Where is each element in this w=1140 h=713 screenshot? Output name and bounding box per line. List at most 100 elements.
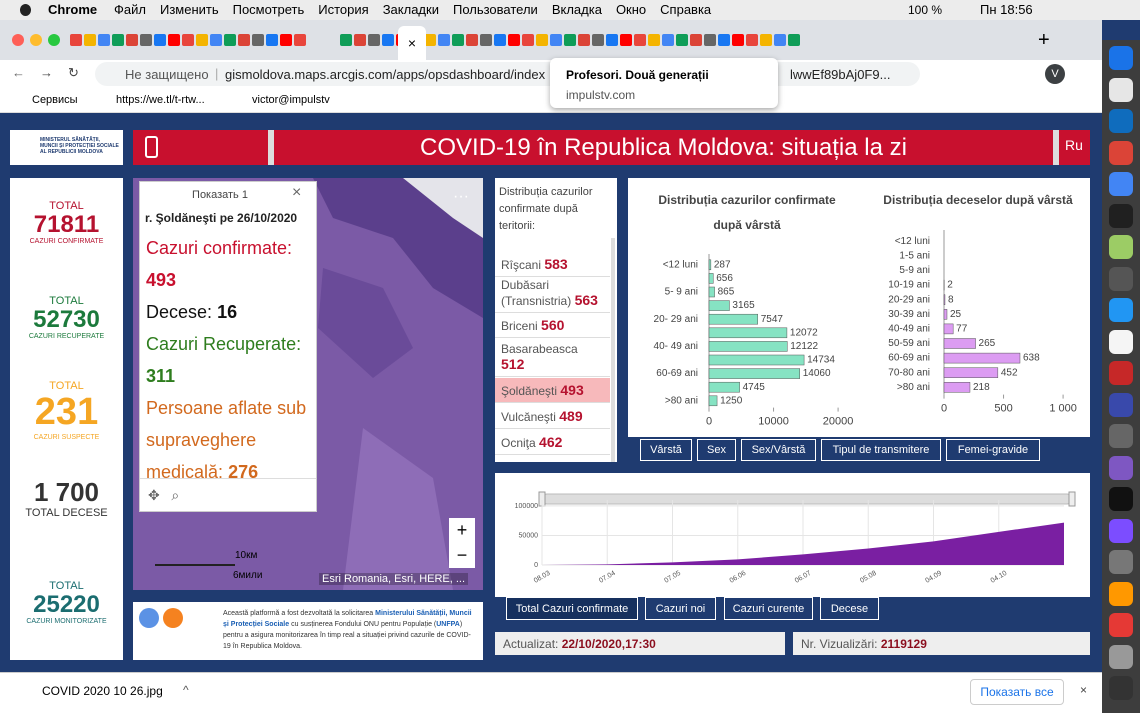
show-all[interactable]: Показать все [970, 679, 1064, 705]
tab-button[interactable]: Tipul de transmitere [821, 439, 941, 461]
menu-item[interactable]: Окно [615, 2, 647, 17]
tab-button[interactable]: Femei-gravide [946, 439, 1040, 461]
tab-button[interactable]: Total Cazuri confirmate [506, 597, 638, 620]
new-tab[interactable]: + [1038, 29, 1050, 51]
dock-icon[interactable] [1109, 550, 1133, 574]
tab-icon[interactable] [690, 34, 702, 46]
tab-icon[interactable] [210, 34, 222, 46]
tab-icon[interactable] [774, 34, 786, 46]
tab-icon[interactable] [760, 34, 772, 46]
bookmark[interactable]: https://we.tl/t-rtw... [116, 94, 205, 106]
tab-icon[interactable] [266, 34, 278, 46]
download-menu[interactable]: ^ [183, 683, 189, 697]
dock-icon[interactable] [1109, 581, 1133, 606]
tab-icon[interactable] [578, 34, 590, 46]
tab-icon[interactable] [704, 34, 716, 46]
forward[interactable]: → [40, 65, 53, 80]
tab-button[interactable]: Cazuri curente [724, 597, 813, 620]
menu-item[interactable]: Закладки [382, 2, 439, 17]
tab-icon[interactable] [480, 34, 492, 46]
dock-icon[interactable] [1109, 109, 1133, 133]
menu-item[interactable]: Вкладка [551, 2, 602, 17]
tab-button[interactable]: Cazuri noi [645, 597, 716, 620]
tab-icon[interactable] [112, 34, 124, 46]
dock-icon[interactable] [1109, 266, 1133, 291]
menu-item[interactable]: Изменить [159, 2, 219, 17]
dock-icon[interactable] [1109, 298, 1133, 322]
territory-row[interactable]: Rîşcani 583 [495, 252, 610, 277]
profile[interactable]: V [1045, 64, 1065, 84]
tab-icon[interactable] [634, 34, 646, 46]
scrollbar[interactable] [611, 238, 615, 462]
tab-icon[interactable] [718, 34, 730, 46]
tab-button[interactable]: Sex/Vârstă [741, 439, 816, 461]
tab-icon[interactable] [564, 34, 576, 46]
dock-icon[interactable] [1109, 676, 1133, 700]
tab-icon[interactable] [182, 34, 194, 46]
menu-item[interactable]: Справка [660, 2, 712, 17]
reload[interactable]: ↻ [68, 65, 79, 80]
close-window[interactable] [12, 34, 24, 46]
bookmark[interactable]: Сервисы [32, 94, 78, 106]
tab-icon[interactable] [238, 34, 250, 46]
tab-icon[interactable] [466, 34, 478, 46]
tab-icon[interactable] [788, 34, 800, 46]
tab-icon[interactable] [452, 34, 464, 46]
tab-icon[interactable] [140, 34, 152, 46]
menu-item[interactable]: Файл [114, 2, 146, 17]
tab-icon[interactable] [536, 34, 548, 46]
tab-icon[interactable] [196, 34, 208, 46]
dock-icon[interactable] [1109, 518, 1133, 543]
dock-icon[interactable] [1109, 613, 1133, 637]
dock-icon[interactable] [1109, 172, 1133, 196]
language[interactable]: Ru [1065, 137, 1083, 153]
tab-icon[interactable] [424, 34, 436, 46]
tab-icon[interactable] [382, 34, 394, 46]
tab-icon[interactable] [550, 34, 562, 46]
tab-icon[interactable] [354, 34, 366, 46]
map-menu[interactable]: ··· [453, 188, 469, 205]
tab-icon[interactable] [438, 34, 450, 46]
tab-icon[interactable] [368, 34, 380, 46]
dock-icon[interactable] [1109, 392, 1133, 417]
tab-icon[interactable] [224, 34, 236, 46]
tab-icon[interactable] [606, 34, 618, 46]
slider-handle[interactable] [1068, 491, 1076, 507]
dock-icon[interactable] [1109, 77, 1133, 102]
tab-button[interactable]: Decese [820, 597, 879, 620]
download-file[interactable]: COVID 2020 10 26.jpg [42, 684, 163, 698]
territory-row[interactable]: Vulcăneşti 489 [495, 404, 610, 429]
back[interactable]: ← [12, 65, 25, 80]
tab-icon[interactable] [522, 34, 534, 46]
tab-icon[interactable] [252, 34, 264, 46]
dock-icon[interactable] [1109, 203, 1133, 228]
tab-icon[interactable] [620, 34, 632, 46]
tab-icon[interactable] [126, 34, 138, 46]
app-name[interactable]: Chrome [48, 2, 98, 17]
tab-icon[interactable] [592, 34, 604, 46]
popup-tools[interactable]: ✥ ⌕ [140, 478, 316, 512]
tab-icon[interactable] [154, 34, 166, 46]
menu-item[interactable]: Пользователи [452, 2, 538, 17]
dock-icon[interactable] [1109, 644, 1133, 669]
menu-item[interactable]: Посмотреть [232, 2, 305, 17]
dock-icon[interactable] [1109, 46, 1133, 70]
active-tab[interactable]: × [398, 26, 426, 60]
territory-row[interactable]: Briceni 560 [495, 313, 610, 338]
tab-button[interactable]: Sex [697, 439, 736, 461]
menu-item[interactable]: История [318, 2, 369, 17]
dock-icon[interactable] [1109, 455, 1133, 480]
tab-icon[interactable] [746, 34, 758, 46]
dock-icon[interactable] [1109, 361, 1133, 385]
tab-icon[interactable] [84, 34, 96, 46]
dock-icon[interactable] [1109, 140, 1133, 165]
close-downloads[interactable]: × [1080, 683, 1088, 697]
tab-icon[interactable] [732, 34, 744, 46]
territory-row[interactable]: Dubăsari (Transnistria) 563 [495, 274, 610, 313]
tab-icon[interactable] [70, 34, 82, 46]
dock-icon[interactable] [1109, 329, 1133, 354]
zoom-window[interactable] [48, 34, 60, 46]
tab-icon[interactable] [294, 34, 306, 46]
dock-icon[interactable] [1109, 235, 1133, 259]
tab-icon[interactable] [280, 34, 292, 46]
